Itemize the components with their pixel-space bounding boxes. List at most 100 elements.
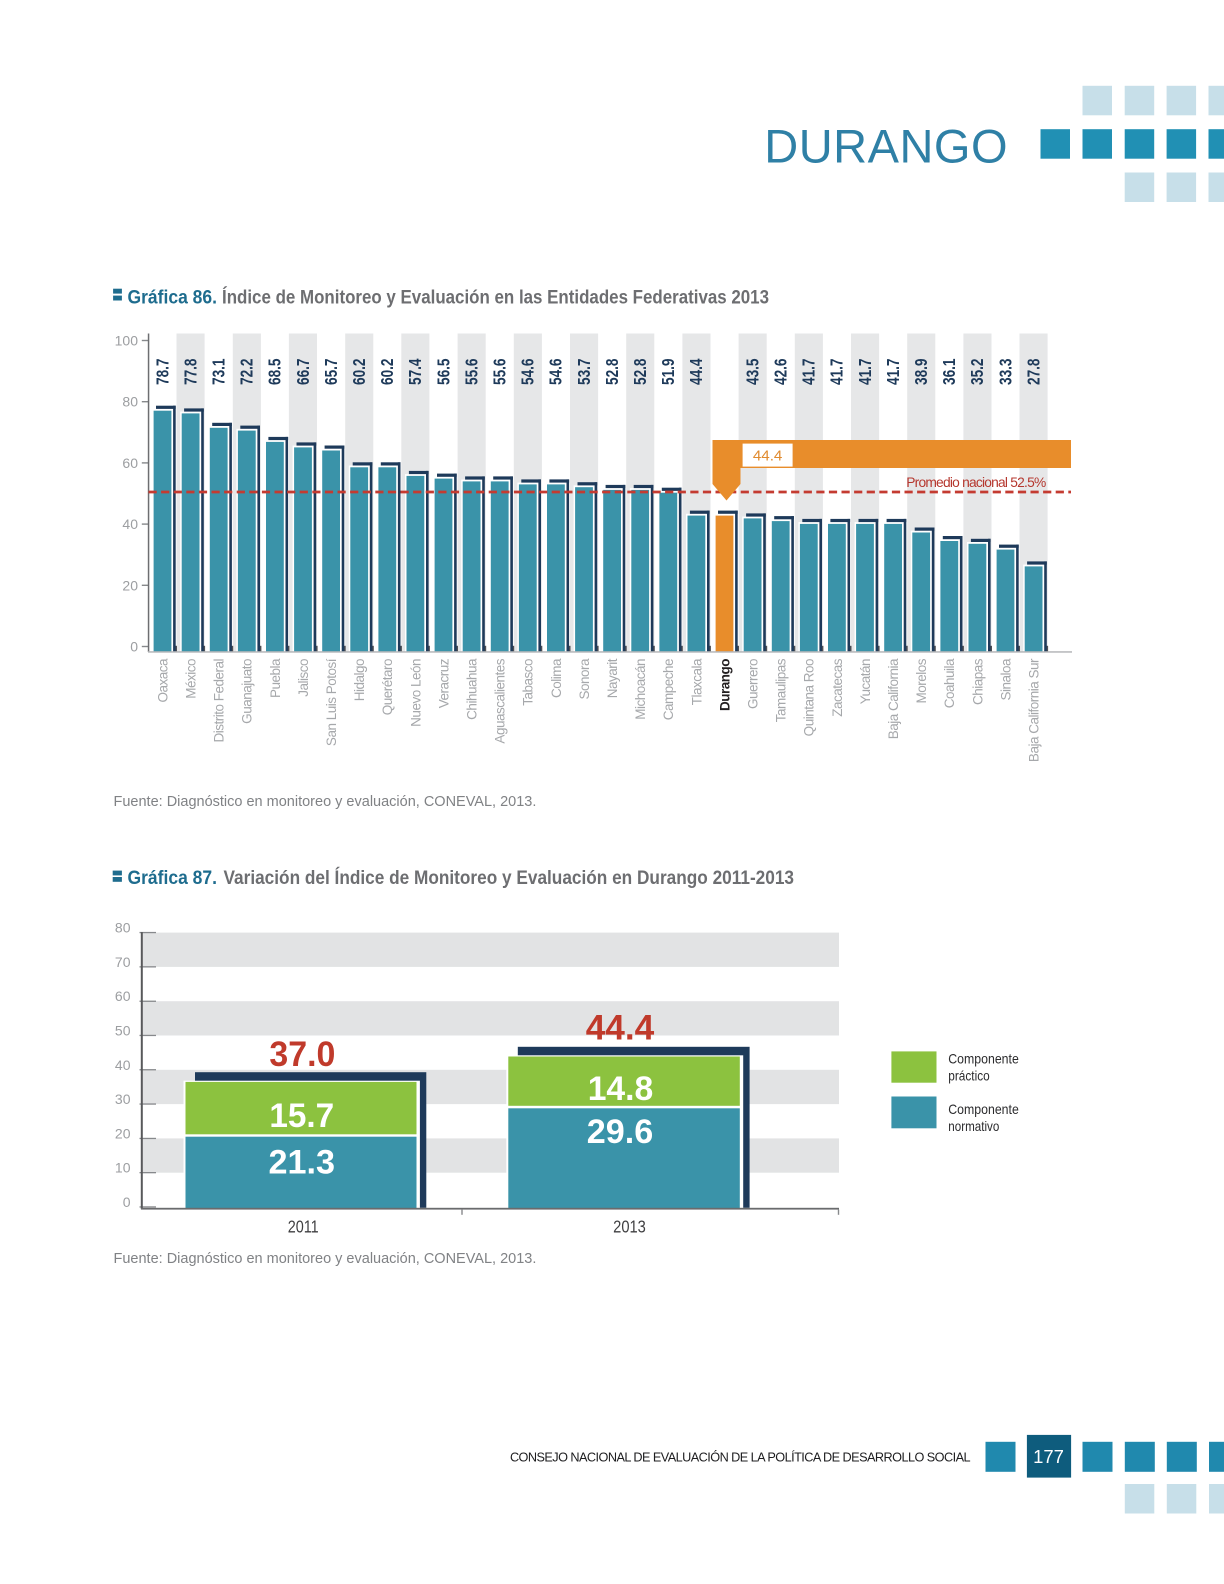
svg-text:21.3: 21.3 (269, 1143, 336, 1181)
svg-text:Quintana Roo: Quintana Roo (802, 659, 817, 736)
svg-text:60: 60 (115, 988, 131, 1004)
svg-text:60.2: 60.2 (349, 358, 369, 385)
svg-text:Guanajuato: Guanajuato (240, 659, 255, 724)
svg-text:Durango: Durango (717, 659, 732, 711)
svg-text:Componente: Componente (948, 1052, 1019, 1067)
svg-text:44.4: 44.4 (753, 448, 783, 465)
svg-text:29.6: 29.6 (587, 1113, 654, 1151)
svg-text:57.4: 57.4 (405, 358, 425, 385)
svg-text:40: 40 (115, 1057, 131, 1073)
svg-text:54.6: 54.6 (546, 358, 566, 385)
svg-text:Campeche: Campeche (661, 659, 676, 720)
svg-text:50: 50 (115, 1023, 131, 1039)
svg-text:Coahuila: Coahuila (942, 658, 957, 708)
svg-text:66.7: 66.7 (293, 359, 313, 386)
svg-text:Baja California: Baja California (886, 658, 901, 739)
svg-text:41.7: 41.7 (799, 359, 819, 386)
svg-text:Michoacán: Michoacán (633, 659, 648, 720)
svg-text:41.7: 41.7 (883, 359, 903, 386)
svg-text:Gráfica 87.: Gráfica 87. (128, 867, 218, 889)
svg-text:Guerrero: Guerrero (746, 659, 761, 709)
svg-text:México: México (184, 659, 199, 699)
svg-text:Hidalgo: Hidalgo (352, 659, 367, 701)
svg-text:2013: 2013 (613, 1217, 646, 1237)
svg-text:44.4: 44.4 (686, 358, 706, 385)
svg-text:33.3: 33.3 (995, 358, 1015, 385)
svg-text:78.7: 78.7 (152, 359, 172, 386)
svg-text:Promedio nacional 52.5%: Promedio nacional 52.5% (906, 475, 1046, 490)
svg-text:Chihuahua: Chihuahua (465, 658, 480, 720)
svg-text:Nuevo León: Nuevo León (408, 659, 423, 727)
svg-text:53.7: 53.7 (574, 359, 594, 386)
svg-text:San Luis Potosí: San Luis Potosí (324, 658, 339, 746)
svg-text:70: 70 (115, 954, 131, 970)
svg-text:10: 10 (115, 1160, 131, 1176)
svg-text:Índice de Monitoreo y Evaluaci: Índice de Monitoreo y Evaluación en las … (222, 286, 769, 309)
svg-text:Querétaro: Querétaro (380, 659, 395, 715)
svg-text:Gráfica 86.: Gráfica 86. (128, 287, 218, 309)
svg-text:Nayarit: Nayarit (605, 658, 620, 698)
svg-text:Puebla: Puebla (268, 658, 283, 698)
svg-text:Componente: Componente (948, 1102, 1019, 1117)
svg-text:60.2: 60.2 (377, 358, 397, 385)
svg-text:73.1: 73.1 (209, 358, 229, 385)
svg-text:Zacatecas: Zacatecas (830, 658, 845, 717)
svg-text:Jalisco: Jalisco (296, 659, 311, 697)
svg-text:Baja California Sur: Baja California Sur (1027, 658, 1042, 762)
svg-text:Tabasco: Tabasco (521, 659, 536, 706)
svg-text:56.5: 56.5 (433, 358, 453, 385)
svg-text:2011: 2011 (288, 1217, 319, 1237)
svg-text:Tamaulipas: Tamaulipas (774, 658, 789, 722)
svg-text:42.6: 42.6 (771, 358, 791, 385)
svg-text:43.5: 43.5 (742, 358, 762, 385)
svg-text:54.6: 54.6 (518, 358, 538, 385)
svg-text:68.5: 68.5 (265, 358, 285, 385)
svg-text:práctico: práctico (948, 1069, 990, 1084)
svg-text:Variación del Índice de Monito: Variación del Índice de Monitoreo y Eval… (224, 866, 795, 889)
svg-text:65.7: 65.7 (321, 359, 341, 386)
svg-text:40: 40 (122, 516, 138, 532)
svg-text:20: 20 (115, 1125, 131, 1141)
svg-text:15.7: 15.7 (269, 1097, 334, 1135)
svg-text:41.7: 41.7 (855, 359, 875, 386)
svg-text:DURANGO: DURANGO (764, 120, 1008, 173)
svg-text:Aguascalientes: Aguascalientes (493, 658, 508, 743)
svg-text:Distrito Federal: Distrito Federal (212, 659, 227, 743)
svg-text:51.9: 51.9 (658, 358, 678, 385)
svg-text:52.8: 52.8 (602, 358, 622, 385)
svg-text:Oaxaca: Oaxaca (155, 658, 170, 703)
svg-text:Tlaxcala: Tlaxcala (689, 658, 704, 705)
svg-text:Chiapas: Chiapas (970, 658, 985, 705)
svg-text:72.2: 72.2 (237, 358, 257, 385)
svg-text:27.8: 27.8 (1023, 358, 1043, 385)
svg-text:100: 100 (115, 333, 139, 349)
svg-text:Colima: Colima (549, 658, 564, 698)
svg-text:41.7: 41.7 (827, 359, 847, 386)
svg-text:38.9: 38.9 (911, 358, 931, 385)
svg-text:Yucatán: Yucatán (858, 659, 873, 704)
svg-text:Sonora: Sonora (577, 658, 592, 700)
svg-text:20: 20 (122, 577, 138, 593)
svg-text:Fuente: Diagnóstico en monitor: Fuente: Diagnóstico en monitoreo y evalu… (114, 794, 537, 810)
svg-text:Veracruz: Veracruz (436, 658, 451, 708)
svg-text:177: 177 (1033, 1446, 1064, 1467)
svg-text:CONSEJO NACIONAL DE EVALUACIÓN: CONSEJO NACIONAL DE EVALUACIÓN DE LA POL… (510, 1450, 971, 1465)
svg-text:14.8: 14.8 (588, 1070, 654, 1108)
svg-text:55.6: 55.6 (461, 358, 481, 385)
svg-text:0: 0 (130, 639, 138, 655)
svg-text:30: 30 (115, 1091, 131, 1107)
svg-text:77.8: 77.8 (180, 358, 200, 385)
svg-text:35.2: 35.2 (967, 358, 987, 385)
svg-text:Morelos: Morelos (914, 658, 929, 703)
svg-text:normativo: normativo (948, 1119, 999, 1134)
svg-text:55.6: 55.6 (490, 358, 510, 385)
svg-text:36.1: 36.1 (939, 358, 959, 385)
svg-text:80: 80 (122, 394, 138, 410)
svg-text:44.4: 44.4 (586, 1008, 655, 1048)
svg-text:80: 80 (115, 920, 131, 936)
svg-text:60: 60 (122, 455, 138, 471)
svg-text:37.0: 37.0 (269, 1034, 335, 1074)
svg-text:52.8: 52.8 (630, 358, 650, 385)
svg-text:Sinaloa: Sinaloa (998, 658, 1013, 701)
svg-text:Fuente: Diagnóstico en monitor: Fuente: Diagnóstico en monitoreo y evalu… (114, 1251, 537, 1267)
